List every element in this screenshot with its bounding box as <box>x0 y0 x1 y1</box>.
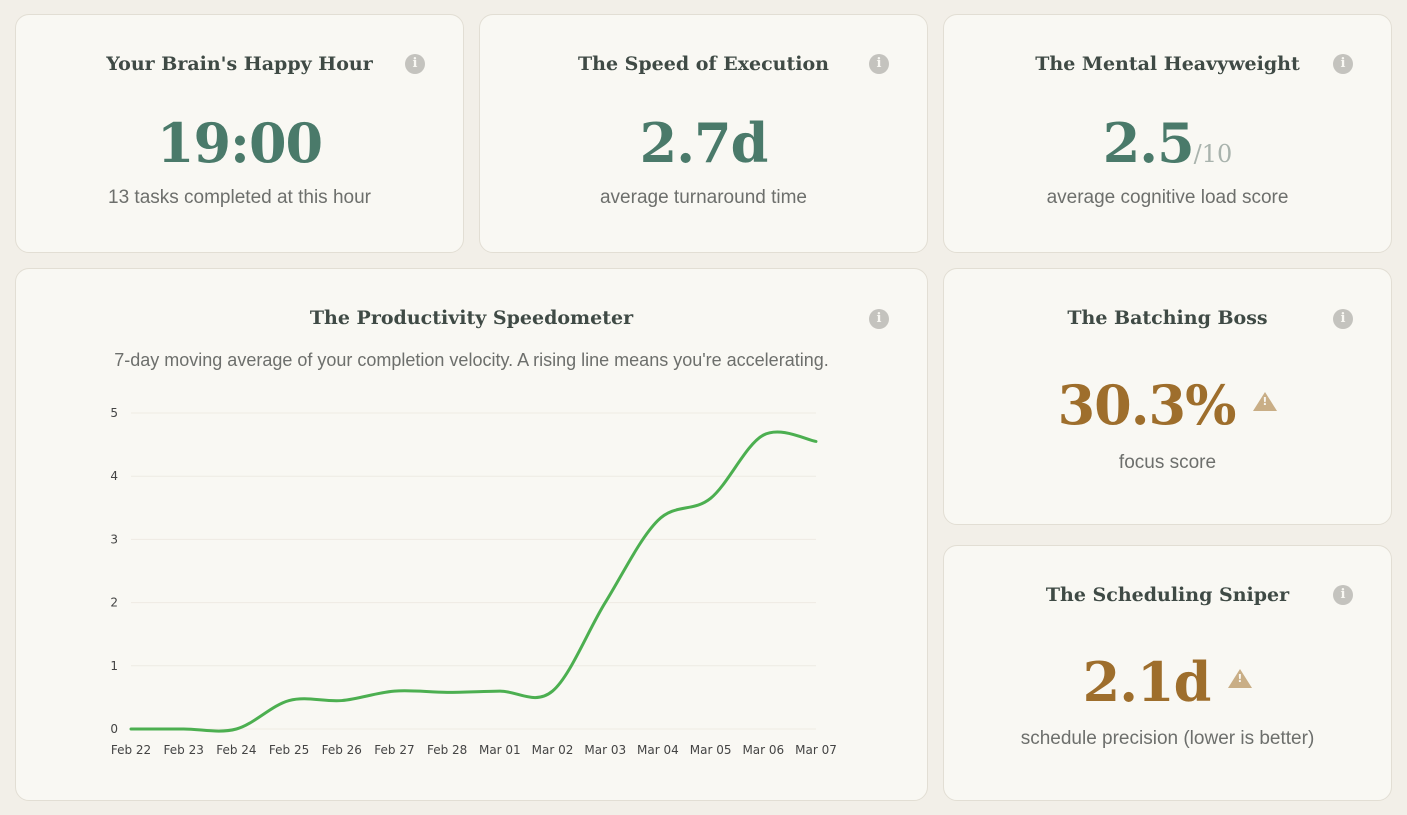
velocity-line-chart: 0 1 2 3 4 5 Feb 22 Feb 23 Feb 24 Feb 25 Feb 26 Feb … <box>110 406 837 757</box>
speed-card: The Speed of Execution i 2.7d average tu… <box>479 14 928 253</box>
chart-description: 7-day moving average of your completion … <box>114 350 829 370</box>
info-icon[interactable]: i <box>869 309 889 329</box>
y-tick-label: 1 <box>110 659 118 673</box>
heavyweight-value-row: 2.5/10 <box>944 111 1391 175</box>
x-tick-label: Mar 02 <box>532 743 574 757</box>
sniper-card: The Scheduling Sniper i 2.1d schedule pr… <box>943 545 1392 801</box>
heavyweight-value: 2.5 <box>1102 111 1195 175</box>
x-tick-label: Mar 06 <box>742 743 784 757</box>
card-title: The Productivity Speedometer <box>309 307 634 329</box>
card-subtitle: average cognitive load score <box>1046 187 1289 208</box>
card-title: The Speed of Execution <box>578 53 829 75</box>
card-title: The Batching Boss <box>1067 307 1268 329</box>
x-tick-label: Mar 07 <box>795 743 837 757</box>
card-title: Your Brain's Happy Hour <box>106 53 373 75</box>
card-title: The Scheduling Sniper <box>1045 584 1290 606</box>
info-icon[interactable]: i <box>1333 309 1353 329</box>
card-subtitle: average turnaround time <box>599 187 807 208</box>
batching-card: The Batching Boss i 30.3% focus score <box>943 268 1392 525</box>
y-tick-label: 0 <box>110 722 118 736</box>
x-tick-label: Mar 01 <box>479 743 521 757</box>
x-tick-label: Mar 04 <box>637 743 679 757</box>
warning-icon[interactable] <box>1253 391 1278 411</box>
x-tick-label: Feb 22 <box>111 743 151 757</box>
series-line[interactable] <box>129 430 818 733</box>
card-title: The Mental Heavyweight <box>1035 53 1300 75</box>
x-tick-label: Feb 26 <box>322 743 362 757</box>
x-tick-label: Feb 23 <box>164 743 204 757</box>
y-tick-label: 2 <box>110 596 118 610</box>
happy-hour-card: Your Brain's Happy Hour i 19:00 13 tasks… <box>15 14 464 253</box>
sniper-value: 2.1d <box>1082 650 1212 714</box>
card-subtitle: focus score <box>1118 452 1217 473</box>
heavyweight-card: The Mental Heavyweight i 2.5/10 average … <box>943 14 1392 253</box>
card-subtitle: schedule precision (lower is better) <box>1020 728 1315 749</box>
warning-icon[interactable] <box>1228 668 1253 688</box>
sniper-value-row: 2.1d <box>944 650 1391 714</box>
y-tick-label: 4 <box>110 469 118 483</box>
x-tick-label: Feb 24 <box>216 743 256 757</box>
y-tick-label: 3 <box>110 532 118 546</box>
info-icon[interactable]: i <box>869 54 889 74</box>
x-tick-label: Feb 27 <box>374 743 414 757</box>
y-tick-label: 5 <box>110 406 118 420</box>
x-tick-label: Feb 28 <box>427 743 467 757</box>
info-icon[interactable]: i <box>405 54 425 74</box>
speed-value: 2.7d <box>639 111 769 175</box>
batching-value: 30.3% <box>1057 373 1237 437</box>
card-subtitle: 13 tasks completed at this hour <box>108 187 371 208</box>
x-tick-label: Feb 25 <box>269 743 309 757</box>
batching-value-row: 30.3% <box>944 373 1391 437</box>
heavyweight-denominator: /10 <box>1193 140 1233 168</box>
speedometer-card: The Productivity Speedometer i 7-day mov… <box>15 268 928 801</box>
happy-hour-value: 19:00 <box>156 111 323 175</box>
x-tick-label: Mar 03 <box>584 743 626 757</box>
info-icon[interactable]: i <box>1333 585 1353 605</box>
x-tick-label: Mar 05 <box>690 743 732 757</box>
info-icon[interactable]: i <box>1333 54 1353 74</box>
